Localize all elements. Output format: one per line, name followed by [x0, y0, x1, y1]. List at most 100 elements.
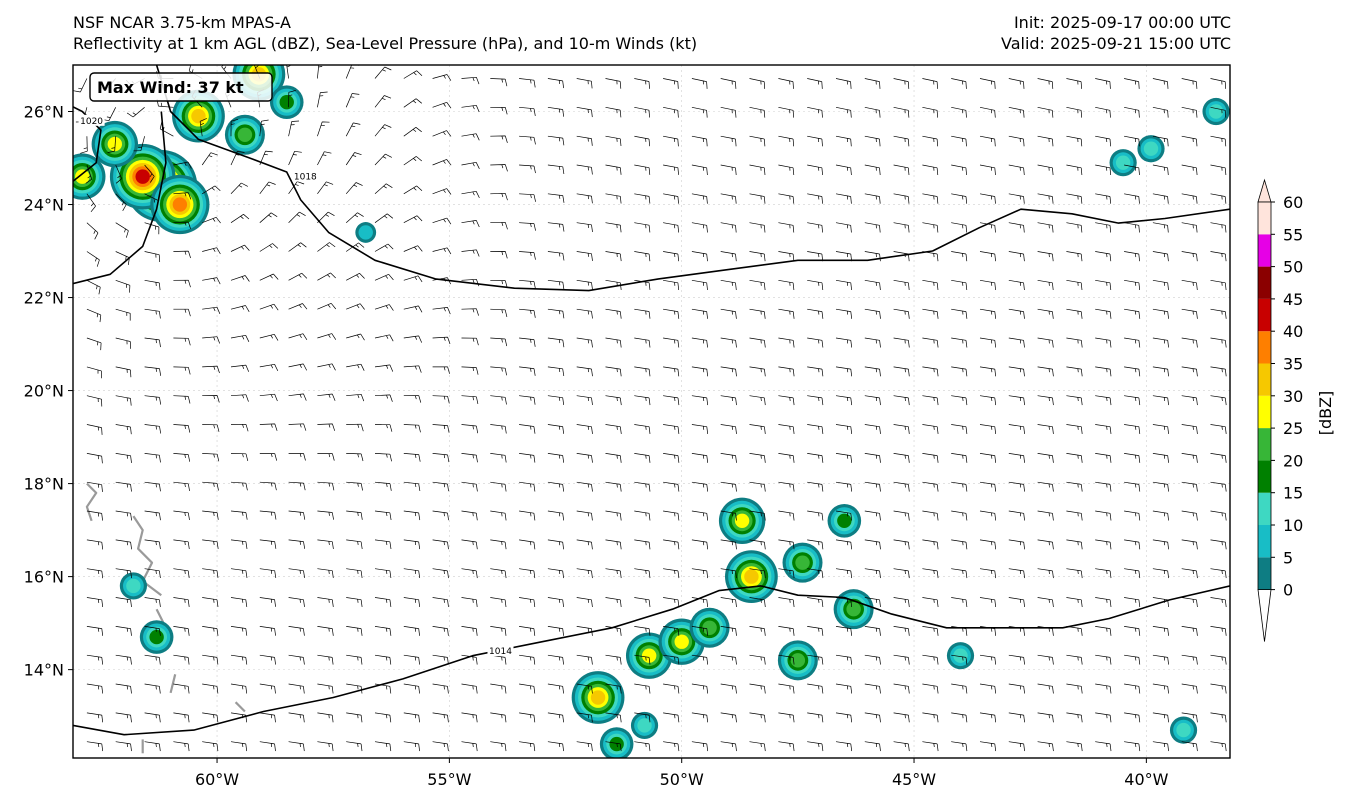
colorbar-tick-label: 45 — [1283, 290, 1303, 309]
wind-barb — [576, 164, 593, 175]
lon-tick-label: 55°W — [427, 770, 471, 789]
wind-barb — [1124, 568, 1141, 579]
wind-barb — [605, 106, 622, 118]
wind-barb — [922, 568, 939, 579]
wind-barb — [1095, 106, 1111, 118]
wind-barb — [288, 453, 306, 461]
wind-barb — [115, 279, 131, 293]
wind-barb — [576, 712, 593, 723]
wind-barb — [1152, 135, 1169, 147]
wind-barb — [346, 654, 363, 665]
isobar — [155, 65, 1230, 292]
wind-barb — [634, 164, 651, 175]
wind-barb — [1210, 712, 1227, 723]
wind-barb — [1152, 222, 1169, 233]
wind-barb — [374, 481, 392, 491]
wind-barb — [893, 539, 910, 550]
wind-barb — [86, 366, 102, 379]
wind-barb — [979, 510, 997, 521]
wind-barb — [663, 510, 680, 521]
wind-barb — [1181, 366, 1198, 377]
wind-barb — [1124, 453, 1141, 463]
wind-barb — [230, 214, 250, 223]
isobar-label-bg — [292, 170, 319, 182]
wind-barb — [490, 683, 507, 694]
wind-barb — [807, 222, 823, 233]
wind-barb — [663, 337, 680, 348]
wind-barb — [864, 654, 881, 665]
wind-barb — [461, 337, 479, 346]
wind-barb — [1037, 597, 1054, 608]
wind-barb — [1210, 741, 1227, 752]
wind-barb — [691, 626, 709, 636]
wind-barb — [1037, 683, 1054, 694]
wind-barb — [519, 308, 536, 318]
wind-barb — [86, 424, 103, 435]
wind-barb — [1095, 712, 1112, 723]
wind-barb — [519, 395, 536, 405]
wind-barb — [951, 279, 968, 291]
wind-barb — [202, 365, 220, 374]
wind-barb — [461, 481, 478, 492]
wind-barb — [490, 337, 508, 347]
wind-barb — [230, 510, 248, 520]
wind-barb — [749, 741, 766, 752]
wind-barb — [519, 424, 536, 434]
wind-barb — [490, 712, 507, 723]
wind-barb — [663, 683, 680, 694]
wind-barb — [144, 568, 161, 579]
wind-barb — [288, 539, 306, 549]
wind-barb — [951, 539, 968, 550]
wind-barb — [893, 741, 910, 752]
wind-barb — [1152, 337, 1169, 348]
wind-barb — [259, 453, 278, 461]
wind-barb — [1181, 510, 1198, 521]
wind-barb — [490, 568, 507, 579]
wind-barb — [374, 510, 392, 521]
lon-tick-label: 60°W — [195, 770, 239, 789]
wind-barb — [317, 626, 334, 636]
wind-barb — [807, 193, 823, 204]
wind-barb — [979, 539, 997, 550]
wind-barb — [922, 481, 939, 492]
wind-barb — [173, 683, 190, 694]
wind-barb — [519, 712, 536, 723]
wind-barb — [230, 394, 249, 402]
wind-barb — [461, 424, 479, 434]
wind-barb — [979, 395, 997, 406]
wind-barb — [86, 395, 103, 407]
wind-barb — [403, 510, 421, 521]
wind-barb — [778, 308, 795, 319]
wind-barb — [461, 741, 478, 752]
wind-barb — [778, 597, 795, 608]
wind-barb — [346, 539, 363, 550]
wind-barb — [720, 626, 737, 636]
wind-barb — [576, 481, 593, 492]
wind-barb — [202, 481, 219, 491]
wind-barb — [461, 568, 478, 579]
wind-barb — [1037, 453, 1054, 463]
wind-barb — [864, 78, 881, 89]
wind-barb — [432, 539, 449, 550]
wind-barb — [1152, 366, 1169, 377]
wind-barb — [749, 337, 766, 348]
wind-barb — [144, 597, 161, 607]
wind-barb — [374, 568, 392, 579]
wind-barb — [778, 366, 795, 377]
wind-barb — [432, 130, 452, 137]
wind-barb — [519, 568, 536, 579]
wind-barb — [1152, 193, 1169, 204]
wind-barb — [691, 366, 709, 377]
wind-barb — [778, 78, 794, 89]
wind-barb — [893, 135, 910, 147]
wind-barb — [317, 302, 337, 310]
wind-barb — [634, 683, 651, 694]
wind-barb — [1124, 597, 1141, 608]
wind-barb — [778, 741, 795, 752]
wind-barb — [346, 303, 365, 310]
wind-barb — [605, 654, 622, 665]
wind-barb — [720, 597, 737, 608]
wind-barb — [576, 308, 593, 319]
wind-barb — [749, 164, 766, 176]
wind-barb — [115, 395, 132, 406]
